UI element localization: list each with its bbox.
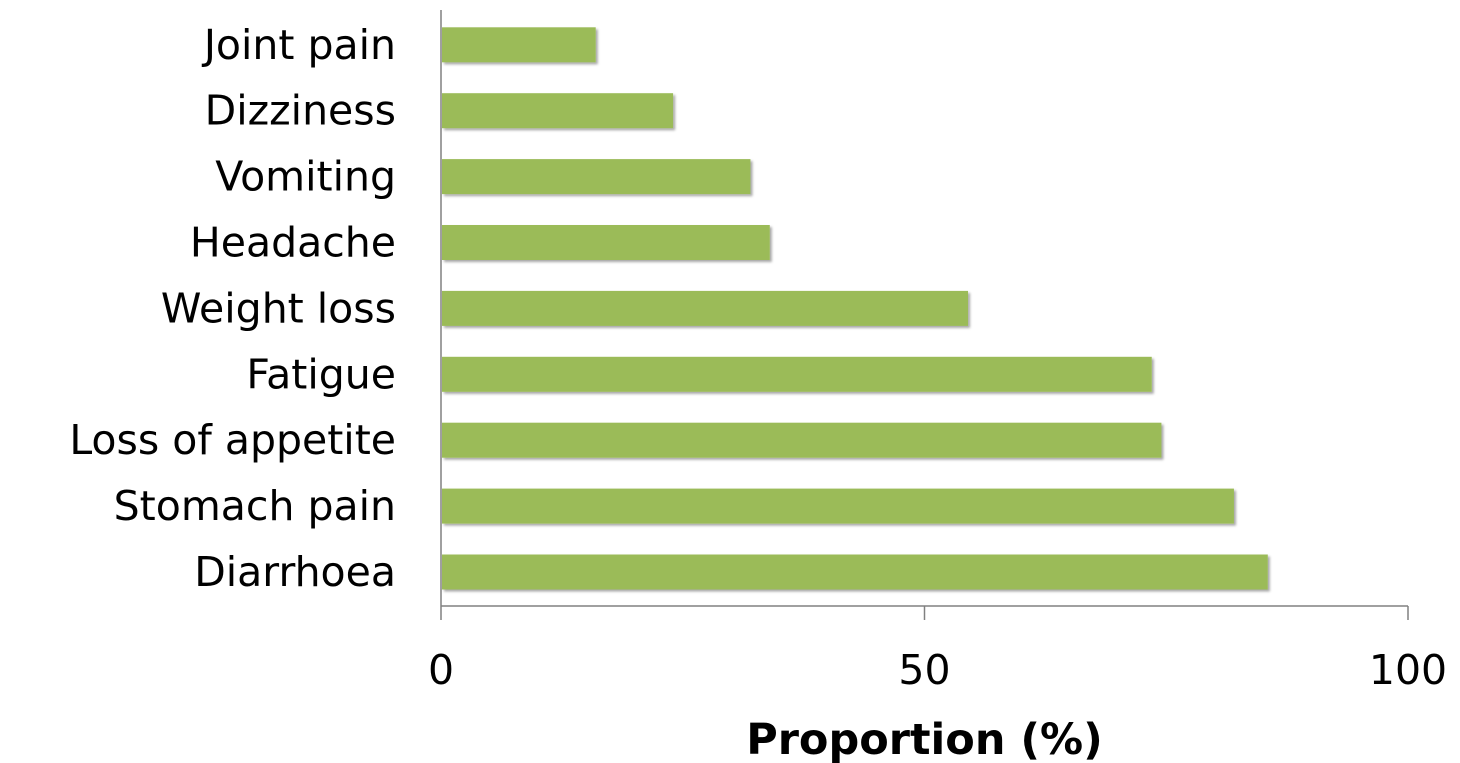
bar-headache bbox=[442, 225, 770, 260]
category-labels: Diarrhoea Stomach pain Loss of appetite Fat… bbox=[69, 21, 396, 596]
x-axis-tick-labels: 0 50 100 bbox=[428, 646, 1447, 694]
category-label-dizziness: Dizziness bbox=[205, 87, 396, 135]
bar-diarrhoea bbox=[442, 554, 1268, 590]
bar-loss-of-appetite bbox=[442, 422, 1162, 458]
bar-stomach-pain bbox=[442, 488, 1234, 524]
x-axis-ticks bbox=[440, 606, 1409, 620]
x-tick-label-50: 50 bbox=[898, 646, 950, 694]
bar-fatigue bbox=[442, 356, 1152, 392]
x-tick-label-100: 100 bbox=[1369, 646, 1447, 694]
category-label-joint-pain: Joint pain bbox=[201, 21, 396, 69]
category-label-vomiting: Vomiting bbox=[215, 153, 396, 201]
category-label-loss-of-appetite: Loss of appetite bbox=[69, 416, 396, 464]
x-axis-title: Proportion (%) bbox=[746, 715, 1103, 763]
bar-weight-loss bbox=[442, 290, 969, 326]
category-label-fatigue: Fatigue bbox=[246, 350, 396, 398]
category-label-weight-loss: Weight loss bbox=[161, 284, 396, 332]
category-label-stomach-pain: Stomach pain bbox=[114, 482, 396, 530]
x-tick-label-0: 0 bbox=[428, 646, 454, 694]
bars-group bbox=[442, 27, 1268, 590]
category-label-diarrhoea: Diarrhoea bbox=[194, 548, 396, 596]
bar-vomiting bbox=[442, 159, 751, 195]
category-label-headache: Headache bbox=[190, 219, 396, 267]
bar-joint-pain bbox=[442, 27, 596, 63]
bar-dizziness bbox=[442, 93, 674, 129]
